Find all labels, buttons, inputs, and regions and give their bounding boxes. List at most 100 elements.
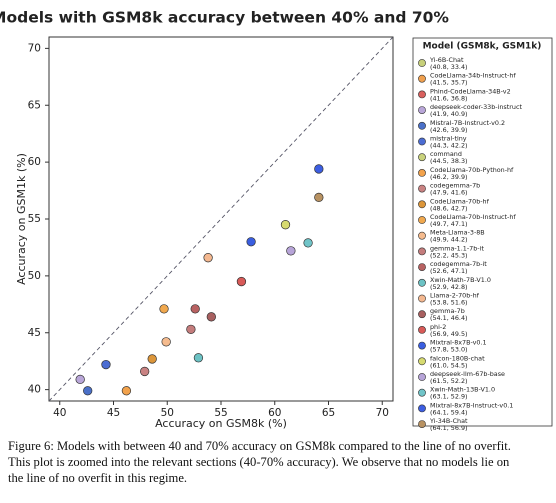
data-point (83, 386, 93, 396)
y-tick-label: 60 (28, 156, 41, 168)
legend-coords: (52.9, 42.8) (430, 283, 468, 291)
legend-marker (418, 263, 426, 271)
legend-label: Mixtral-8x7B-Instruct-v0.1 (430, 401, 513, 409)
caption-line: This plot is zoomed into the relevant se… (8, 455, 510, 469)
legend-marker (418, 137, 426, 146)
data-point (190, 304, 200, 314)
legend-coords: (57.8, 53.0) (430, 346, 468, 354)
legend-coords: (42.6, 39.9) (430, 126, 468, 134)
data-point (203, 253, 213, 263)
legend-label: gemma-7b (430, 307, 465, 315)
y-tick-label: 40 (28, 384, 41, 396)
legend-marker (418, 184, 426, 193)
legend-title: Model (GSM8k, GSM1k) (423, 42, 542, 52)
legend-coords: (47.9, 41.6) (430, 189, 468, 197)
data-point (159, 304, 169, 314)
data-point (193, 353, 204, 363)
legend-label: CodeLlama-70b-Python-hf (430, 166, 514, 174)
y-tick-label: 65 (28, 99, 41, 111)
legend-marker (418, 74, 426, 83)
legend-marker (418, 373, 426, 381)
legend-coords: (53.8, 51.6) (430, 299, 468, 307)
legend-label: Yi-6B-Chat (429, 56, 464, 64)
legend-marker (418, 216, 426, 224)
data-point (147, 354, 157, 364)
legend-marker (418, 294, 426, 303)
data-point (140, 366, 150, 377)
legend-marker (418, 231, 426, 240)
legend-marker (418, 200, 426, 209)
legend-marker (418, 278, 426, 287)
legend-coords: (63.1, 52.9) (430, 393, 468, 401)
diagonal-reference (49, 37, 393, 401)
data-point (101, 359, 111, 370)
legend-label: codegemma-7b-it (430, 260, 487, 268)
legend-marker (418, 168, 426, 177)
x-tick-label: 50 (161, 407, 174, 419)
data-point (161, 337, 171, 347)
legend-coords: (48.6, 42.7) (430, 204, 468, 212)
legend-coords: (52.2, 45.3) (430, 251, 468, 259)
y-tick-label: 55 (28, 213, 41, 225)
legend-label: deepseek-llm-67b-base (430, 370, 505, 378)
legend-marker (418, 106, 426, 114)
caption: Figure 6: Models with between 40 and 70%… (8, 438, 553, 486)
legend-coords: (52.6, 47.1) (430, 267, 468, 275)
legend-label: Meta-Llama-3-8B (430, 229, 485, 237)
legend-label: Mixtral-8x7B-v0.1 (430, 339, 487, 347)
x-tick-label: 65 (322, 407, 335, 419)
legend-label: Yi-34B-Chat (429, 417, 468, 425)
data-point (303, 238, 313, 248)
legend-coords: (64.1, 59.4) (430, 408, 468, 416)
legend-coords: (64.1, 56.9) (430, 424, 468, 432)
legend-marker (418, 90, 426, 99)
x-tick-label: 45 (107, 407, 120, 419)
y-tick-label: 70 (28, 42, 41, 54)
legend-label: CodeLlama-70b-Instruct-hf (430, 213, 516, 221)
legend-label: command (430, 150, 462, 158)
legend-marker (418, 388, 426, 397)
data-point (75, 374, 85, 385)
data-point (314, 164, 324, 174)
legend-coords: (46.2, 39.9) (430, 173, 468, 181)
chart: Models with GSM8k accuracy between 40% a… (0, 9, 553, 432)
x-axis-label: Accuracy on GSM8k (%) (155, 417, 287, 430)
legend-label: deepseek-coder-33b-instruct (430, 103, 522, 111)
legend-coords: (41.9, 40.9) (430, 110, 468, 118)
legend-marker (418, 310, 426, 319)
legend-label: mistral-tiny (430, 135, 467, 143)
legend-marker (418, 357, 426, 366)
legend-coords: (61.0, 54.5) (430, 361, 468, 369)
y-tick-label: 50 (28, 270, 41, 282)
data-point (236, 276, 247, 287)
data-point (280, 220, 291, 230)
legend-label: Mistral-7B-Instruct-v0.2 (430, 119, 505, 127)
x-tick-label: 70 (376, 407, 389, 419)
legend-label: codegemma-7b (430, 182, 480, 190)
x-tick-label: 40 (53, 407, 66, 419)
legend-coords: (56.9, 49.5) (430, 330, 468, 338)
caption-line: the line of no overfit in this regime. (8, 471, 188, 485)
legend-coords: (49.7, 47.1) (430, 220, 468, 228)
legend-box (412, 37, 553, 427)
legend-marker (418, 59, 426, 67)
legend-label: Llama-2-70b-hf (430, 292, 480, 300)
legend-marker (418, 420, 426, 428)
plot-area (49, 37, 393, 431)
legend-coords: (44.5, 38.3) (430, 157, 468, 165)
data-point (186, 324, 196, 334)
data-point (314, 192, 324, 203)
data-point (73, 422, 82, 431)
y-tick-label: 45 (28, 327, 41, 339)
legend-label: gemma-1.1-7b-it (430, 244, 484, 252)
legend-coords: (41.5, 35.7) (430, 79, 468, 87)
data-point (121, 386, 132, 396)
x-tick-label: 60 (268, 407, 281, 419)
legend-marker (418, 325, 426, 334)
legend-label: CodeLlama-34b-Instruct-hf (430, 72, 516, 80)
legend-marker (418, 341, 426, 350)
caption-line: Figure 6: Models with between 40 and 70%… (8, 439, 511, 453)
legend-marker (418, 404, 426, 413)
chart-title: Models with GSM8k accuracy between 40% a… (0, 9, 449, 27)
